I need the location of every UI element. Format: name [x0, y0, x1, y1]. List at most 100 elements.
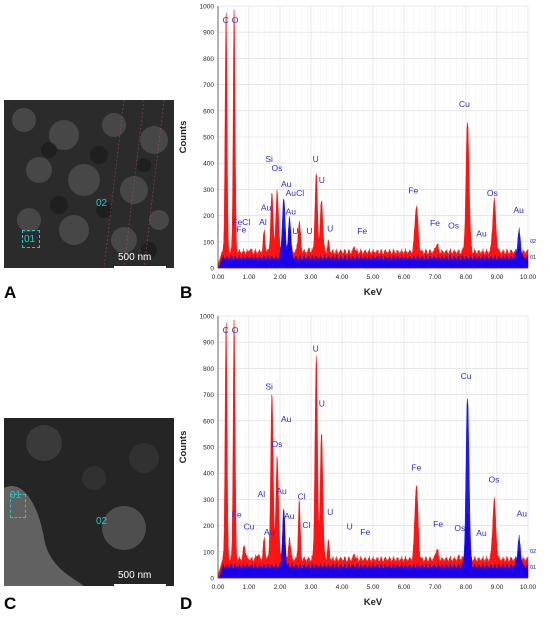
roi-label-01: 01: [24, 234, 36, 245]
scale-bar: [114, 266, 166, 268]
y-tick-label: 400: [203, 161, 214, 168]
peak-label: Fe: [236, 225, 246, 235]
peak-label: Cl: [296, 188, 304, 198]
peak-label: Au: [513, 205, 524, 215]
y-tick-label: 400: [203, 471, 214, 478]
x-tick-label: 4.00: [336, 584, 349, 591]
y-tick-label: 100: [203, 549, 214, 556]
x-tick-label: 2.00: [274, 274, 287, 281]
peak-label: Au: [264, 527, 275, 537]
peak-label: Al: [258, 489, 266, 499]
y-tick-label: 900: [203, 340, 214, 347]
peak-label: Au: [476, 528, 487, 538]
x-tick-label: 9.00: [491, 274, 504, 281]
peak-label: U: [319, 398, 325, 408]
peak-label: Au: [476, 229, 487, 239]
peak-label: Au: [281, 179, 292, 189]
peak-label: Os: [271, 163, 282, 173]
peak-label: Cu: [459, 99, 470, 109]
peak-label: Au: [517, 508, 528, 518]
x-tick-label: 1.00: [243, 584, 256, 591]
peak-label: U: [313, 154, 319, 164]
x-tick-label: 6.00: [398, 584, 411, 591]
peak-label: Fe: [360, 527, 370, 537]
y-tick-label: 300: [203, 187, 214, 194]
panel-letter-d: D: [180, 594, 193, 613]
peak-label: Os: [448, 221, 459, 231]
y-tick-label: 300: [203, 497, 214, 504]
panel-letter-c: C: [4, 594, 17, 613]
peak-label: Os: [487, 188, 498, 198]
x-tick-label: 0.00: [212, 584, 225, 591]
peak-label: Os: [271, 439, 282, 449]
peak-label: Cu: [244, 522, 255, 532]
micrograph-a: 01 02 500 nm: [4, 100, 174, 268]
y-tick-label: 700: [203, 82, 214, 89]
x-tick-label: 0.00: [212, 274, 225, 281]
peak-label: Cu: [461, 371, 472, 381]
peak-label: Cl: [298, 491, 306, 501]
roi-box-01: [22, 230, 40, 248]
scale-bar: [114, 584, 166, 586]
peak-label: U: [319, 175, 325, 185]
x-axis-title: KeV: [364, 287, 383, 298]
scale-label: 500 nm: [118, 252, 152, 263]
peak-label: U: [327, 223, 333, 233]
x-tick-label: 7.00: [429, 274, 442, 281]
series-label-01: 01: [530, 255, 536, 261]
x-tick-label: 10.00: [520, 584, 537, 591]
roi-label-02: 02: [96, 516, 108, 527]
y-tick-label: 500: [203, 135, 214, 142]
peak-label: C: [223, 325, 229, 335]
y-tick-label: 0: [210, 266, 214, 273]
peak-label: Au: [286, 206, 297, 216]
peak-label: Cl: [302, 520, 310, 530]
peak-label: U: [313, 343, 319, 353]
peak-label: U: [306, 226, 312, 236]
peak-label: Os: [454, 523, 465, 533]
peak-label: Si: [265, 154, 273, 164]
y-tick-label: 1000: [200, 4, 215, 11]
y-tick-label: 100: [203, 239, 214, 246]
peak-label: Fe: [411, 463, 421, 473]
y-tick-label: 600: [203, 418, 214, 425]
x-tick-label: 1.00: [243, 274, 256, 281]
peak-label: U: [327, 507, 333, 517]
eds-spectrum-d-svg: 0.00 1.00 2.00 3.00 4.00 5.00 6.00 7.00 8.00 9.00…: [178, 314, 537, 609]
y-tick-label: 900: [203, 30, 214, 37]
peak-label: FeCl: [232, 217, 250, 227]
x-tick-label: 10.00: [520, 274, 537, 281]
peak-label: U: [347, 522, 353, 532]
x-tick-label: 5.00: [367, 274, 380, 281]
peak-label: U: [292, 226, 298, 236]
eds-spectrum-d: 0.00 1.00 2.00 3.00 4.00 5.00 6.00 7.00 8.00 9.00…: [176, 310, 548, 615]
peak-label: Si: [265, 381, 273, 391]
peak-label: Os: [488, 474, 499, 484]
y-tick-label: 0: [210, 576, 214, 583]
y-tick-label: 800: [203, 56, 214, 63]
x-tick-label: 3.00: [305, 274, 318, 281]
series-label-02: 02: [530, 549, 536, 555]
peak-label: O: [232, 325, 239, 335]
x-tick-label: 2.00: [274, 584, 287, 591]
y-tick-label: 600: [203, 108, 214, 115]
series-label-01: 01: [530, 565, 536, 571]
y-tick-label: 1000: [200, 314, 215, 321]
x-tick-label: 9.00: [491, 584, 504, 591]
x-tick-label: 4.00: [336, 274, 349, 281]
spectrum-series-02: [218, 398, 529, 579]
peak-label: Au: [284, 511, 295, 521]
peak-label: Fe: [430, 218, 440, 228]
peak-label: Al: [259, 217, 267, 227]
panel-letter-b: B: [180, 283, 193, 302]
x-tick-label: 8.00: [460, 584, 473, 591]
x-tick-label: 6.00: [398, 274, 411, 281]
spectrum-series-02: [218, 198, 529, 269]
peak-label: Au: [281, 414, 292, 424]
micrograph-c: 01 02 500 nm: [4, 418, 174, 586]
y-axis-title: Counts: [178, 431, 189, 464]
panel-letter-a: A: [4, 283, 17, 302]
y-tick-label: 700: [203, 392, 214, 399]
spectrum-series-01: [217, 319, 529, 579]
x-tick-label: 3.00: [305, 584, 318, 591]
